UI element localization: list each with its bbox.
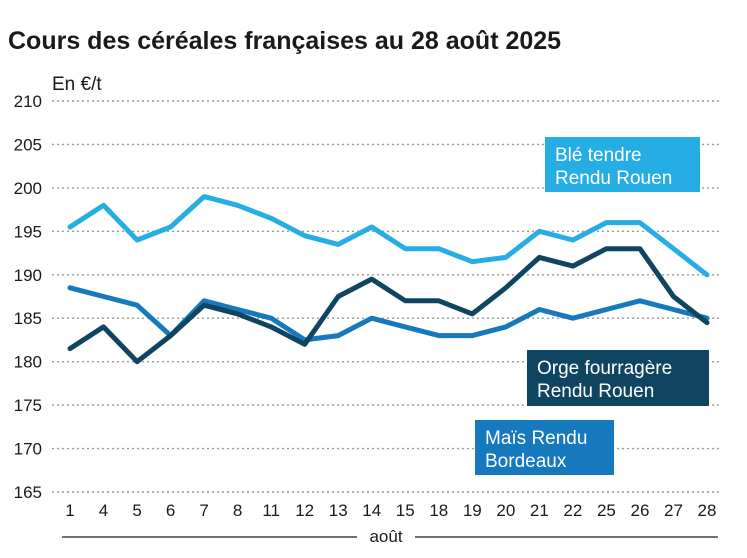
series-label-box-2 xyxy=(475,420,614,475)
series-line-0 xyxy=(67,194,710,278)
x-tick-label: 21 xyxy=(530,501,549,520)
series-line-2 xyxy=(67,285,710,343)
x-tick-label: 13 xyxy=(329,501,348,520)
x-tick-label: 14 xyxy=(362,501,381,520)
series-label-box-1 xyxy=(527,350,709,406)
series-label-text: Rendu Rouen xyxy=(555,168,672,189)
y-tick-label: 165 xyxy=(14,483,42,502)
series-label-text: Maïs Rendu xyxy=(485,428,587,449)
x-tick-label: 5 xyxy=(132,501,141,520)
y-tick-label: 195 xyxy=(14,222,42,241)
x-tick-label: 11 xyxy=(262,501,280,520)
y-axis-unit-label: En €/t xyxy=(52,74,102,95)
x-tick-label: 28 xyxy=(698,501,717,520)
x-tick-label: 26 xyxy=(630,501,649,520)
x-tick-label: 7 xyxy=(199,501,208,520)
y-axis-ticks: 165 170 175 180 185 190 195 200 205 210 xyxy=(14,92,42,502)
y-tick-label: 210 xyxy=(14,92,42,111)
y-tick-label: 200 xyxy=(14,179,42,198)
x-tick-label: 22 xyxy=(563,501,582,520)
series-label-box-0 xyxy=(545,137,700,192)
x-tick-label: 20 xyxy=(496,501,515,520)
x-tick-label: 12 xyxy=(295,501,314,520)
x-axis-ticks: 1 4 5 6 7 8 11 12 13 14 15 18 19 20 21 22 25 26 27 28 xyxy=(65,501,716,520)
x-tick-label: 18 xyxy=(429,501,448,520)
y-tick-label: 175 xyxy=(14,396,42,415)
series-line-1 xyxy=(67,246,710,365)
y-tick-label: 190 xyxy=(14,266,42,285)
x-tick-label: 6 xyxy=(166,501,175,520)
x-tick-label: 8 xyxy=(233,501,242,520)
y-tick-label: 170 xyxy=(14,440,42,459)
x-tick-label: 25 xyxy=(597,501,616,520)
series-label-text: Bordeaux xyxy=(485,451,567,472)
y-tick-label: 185 xyxy=(14,309,42,328)
y-tick-label: 180 xyxy=(14,353,42,372)
x-tick-label: 19 xyxy=(463,501,482,520)
x-tick-label: 4 xyxy=(99,501,108,520)
series-label-text: Blé tendre xyxy=(555,145,642,166)
series-label-text: Orge fourragère xyxy=(537,358,672,379)
x-tick-label: 15 xyxy=(396,501,415,520)
series-lines xyxy=(67,194,710,365)
y-tick-label: 205 xyxy=(14,135,42,154)
x-tick-label: 1 xyxy=(65,501,74,520)
chart-title: Cours des céréales françaises au 28 août… xyxy=(8,27,561,55)
series-label-text: Rendu Rouen xyxy=(537,381,654,402)
x-axis-label: août xyxy=(369,527,402,546)
x-tick-label: 27 xyxy=(664,501,683,520)
